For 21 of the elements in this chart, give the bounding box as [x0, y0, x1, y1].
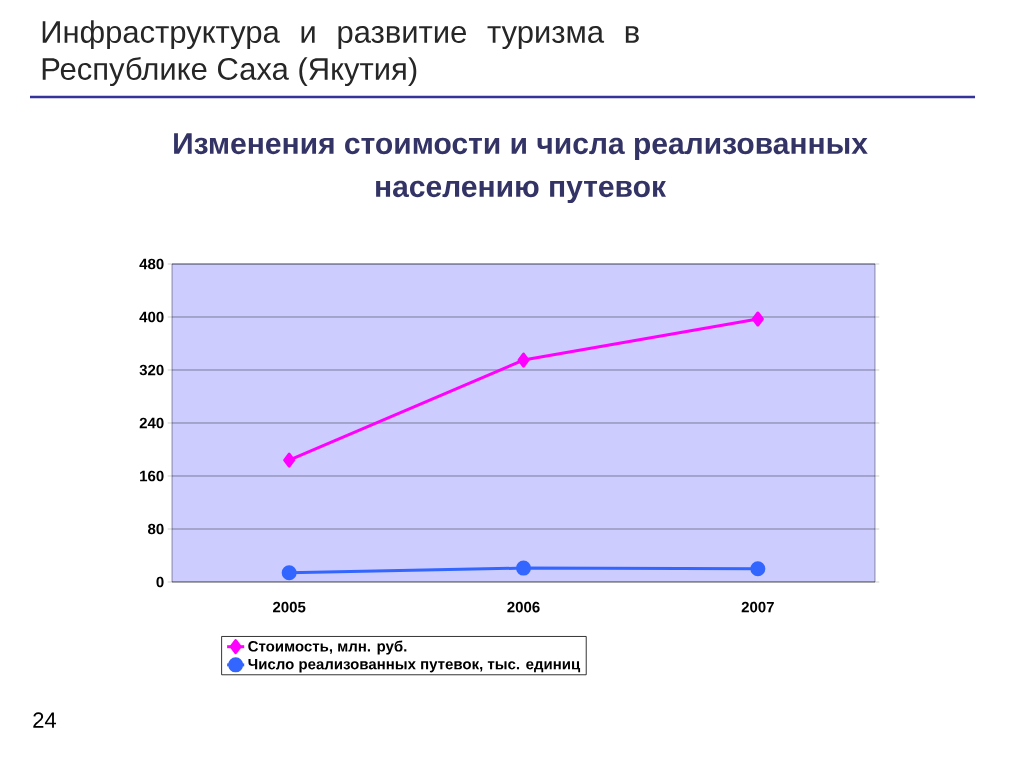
x-tick-label: 2005: [273, 601, 306, 613]
point: [750, 561, 766, 577]
chart-subtitle: Изменения стоимости и числа реализованных населению путевок: [174, 133, 868, 204]
point: [283, 452, 296, 468]
text: 24: [33, 712, 57, 728]
legend-label: Стоимость, млн. руб.: [248, 640, 407, 655]
x-tick-label: 2006: [507, 601, 540, 613]
y-tick-label: 480: [139, 258, 164, 270]
y-tick-label: 0: [156, 576, 164, 588]
legend-label: Число реализованных путевок, тыс. единиц: [248, 658, 581, 673]
y-tick-label: 400: [139, 311, 164, 323]
chart-title: Инфраструктура и развитие туризма в Республике Саха (Якутия): [42, 20, 639, 87]
x-tick-label: 2007: [741, 601, 774, 613]
point: [281, 565, 297, 581]
y-tick-label: 80: [147, 523, 164, 535]
y-tick-label: 160: [140, 470, 164, 482]
point: [516, 560, 532, 576]
y-tick-label: 320: [139, 364, 164, 376]
point: [517, 352, 530, 368]
point: [751, 311, 764, 327]
y-tick-label: 240: [139, 417, 164, 429]
